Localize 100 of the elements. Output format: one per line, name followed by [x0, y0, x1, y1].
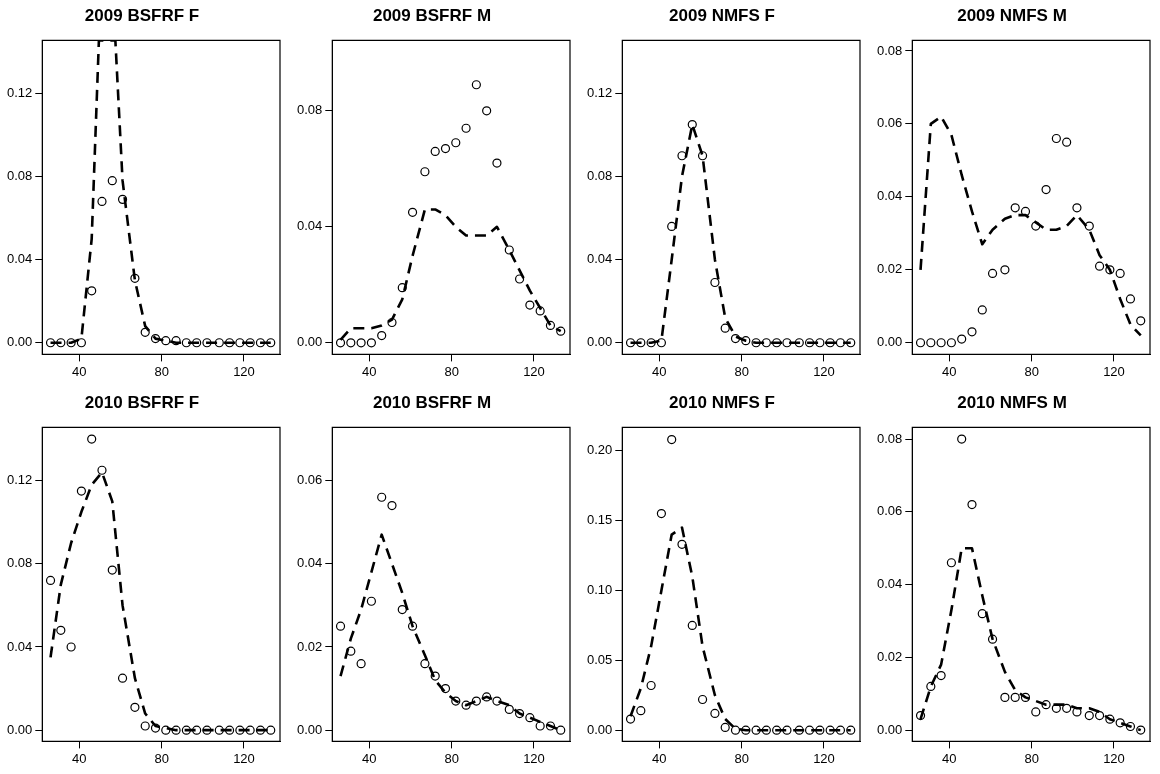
point [1041, 184, 1051, 195]
y-tick-label: 0.00 [586, 721, 613, 737]
point [926, 681, 936, 692]
point [150, 723, 161, 733]
point [835, 338, 846, 348]
point [266, 725, 276, 735]
point [1031, 707, 1041, 717]
point [87, 286, 97, 296]
point [66, 642, 76, 652]
point [1136, 725, 1146, 735]
y-tick-label: 0.04 [296, 555, 323, 571]
point [514, 274, 525, 284]
point [772, 725, 782, 735]
y-tick-label: 0.10 [586, 582, 613, 598]
point [356, 338, 366, 348]
point [535, 306, 545, 316]
point [625, 338, 636, 348]
point [667, 221, 677, 231]
x-tick-label: 40 [362, 363, 377, 379]
point [1094, 261, 1105, 271]
point [1115, 268, 1125, 279]
point [687, 620, 697, 631]
point [525, 300, 535, 310]
point [815, 338, 825, 348]
point [835, 725, 846, 735]
point [804, 725, 815, 735]
point [1072, 707, 1082, 717]
point [130, 273, 140, 283]
chart-title: 2009 NMFS M [957, 5, 1067, 25]
point [366, 596, 376, 606]
point [1031, 221, 1041, 231]
point [214, 338, 224, 348]
point [461, 700, 471, 710]
y-tick-label: 0.06 [296, 472, 323, 488]
point [346, 646, 356, 656]
y-tick-label: 0.00 [876, 721, 903, 737]
point [117, 194, 128, 204]
point [636, 338, 646, 348]
x-tick-label: 80 [1024, 750, 1039, 766]
y-tick-label: 0.04 [876, 576, 903, 592]
point [782, 338, 792, 348]
point [504, 245, 514, 255]
y-tick-label: 0.02 [296, 638, 323, 654]
point [977, 609, 987, 619]
point [56, 338, 66, 348]
point [915, 710, 926, 721]
x-tick-label: 40 [72, 363, 87, 379]
point [45, 338, 56, 348]
point [636, 706, 646, 716]
point [214, 725, 224, 735]
point [825, 338, 835, 348]
x-tick-label: 40 [362, 750, 377, 766]
point [730, 334, 741, 344]
point [171, 336, 181, 346]
point [1072, 203, 1082, 213]
point [730, 725, 741, 735]
x-tick-label: 120 [233, 750, 255, 766]
point [545, 721, 556, 731]
y-tick-label: 0.08 [876, 42, 903, 58]
point [87, 434, 97, 444]
point [967, 327, 977, 337]
point [356, 659, 366, 669]
point [1000, 692, 1010, 702]
y-tick-label: 0.04 [586, 251, 613, 267]
y-tick-label: 0.20 [586, 442, 613, 458]
x-tick-label: 120 [233, 363, 255, 379]
point [987, 268, 998, 279]
point [646, 338, 656, 348]
x-tick-label: 80 [154, 363, 169, 379]
point [915, 338, 926, 348]
point [782, 725, 792, 735]
point [761, 338, 771, 348]
y-tick-label: 0.04 [876, 188, 903, 204]
y-tick-label: 0.00 [6, 334, 33, 350]
point [1084, 710, 1094, 721]
point [1000, 265, 1010, 275]
point [1105, 714, 1115, 724]
y-tick-label: 0.06 [876, 115, 903, 131]
point [710, 277, 720, 288]
chart-title: 2010 BSFRF M [372, 392, 492, 412]
point [720, 323, 730, 333]
point [946, 338, 956, 348]
point [514, 708, 525, 719]
point [202, 725, 212, 735]
y-tick-label: 0.15 [586, 512, 613, 528]
point [1010, 203, 1020, 213]
point [492, 158, 502, 168]
point [525, 713, 535, 723]
x-tick-label: 40 [942, 750, 957, 766]
point [741, 336, 751, 346]
point [687, 119, 697, 130]
point [804, 338, 815, 348]
point [335, 338, 346, 348]
point [815, 725, 825, 735]
point [76, 486, 86, 496]
point [235, 725, 245, 735]
x-tick-label: 80 [734, 363, 749, 379]
point [346, 338, 356, 348]
point [987, 634, 998, 644]
point [794, 725, 804, 735]
